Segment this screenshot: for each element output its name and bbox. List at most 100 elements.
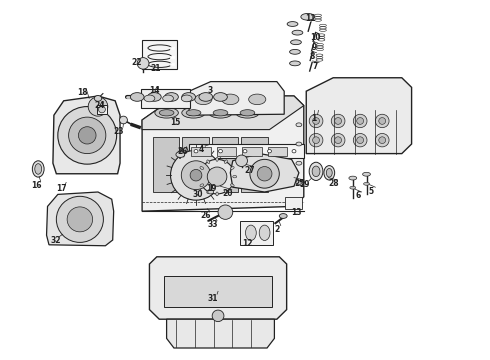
Polygon shape [142, 96, 304, 130]
Circle shape [379, 118, 386, 124]
Circle shape [375, 134, 389, 147]
Text: 26: 26 [200, 211, 211, 220]
Text: 20: 20 [222, 189, 233, 198]
Ellipse shape [221, 94, 239, 105]
Ellipse shape [296, 161, 302, 165]
Ellipse shape [309, 162, 323, 180]
Text: 3: 3 [207, 86, 212, 95]
Polygon shape [230, 154, 299, 192]
Text: 32: 32 [50, 236, 61, 245]
Circle shape [335, 137, 342, 144]
Ellipse shape [197, 175, 201, 178]
Bar [241, 137, 268, 192]
Polygon shape [189, 82, 284, 115]
Ellipse shape [147, 93, 161, 101]
Text: 11: 11 [305, 14, 316, 23]
Bar [285, 197, 302, 209]
Ellipse shape [224, 190, 227, 193]
Ellipse shape [163, 95, 173, 102]
Ellipse shape [214, 93, 227, 101]
Ellipse shape [245, 225, 256, 240]
Bar [191, 147, 211, 156]
Circle shape [137, 58, 149, 69]
Ellipse shape [213, 110, 228, 116]
Ellipse shape [182, 93, 196, 101]
Text: 14: 14 [149, 86, 160, 95]
Circle shape [181, 161, 211, 190]
Circle shape [309, 114, 323, 128]
Ellipse shape [219, 149, 222, 153]
Ellipse shape [312, 166, 320, 177]
Circle shape [218, 205, 233, 219]
Ellipse shape [364, 183, 369, 185]
Ellipse shape [35, 164, 42, 174]
Text: 24: 24 [94, 101, 105, 110]
Polygon shape [47, 192, 114, 246]
Ellipse shape [207, 160, 210, 163]
Circle shape [335, 118, 342, 124]
Circle shape [357, 118, 364, 124]
Ellipse shape [230, 184, 234, 187]
Text: 25: 25 [294, 179, 305, 188]
Circle shape [212, 310, 224, 321]
Text: 15: 15 [170, 118, 180, 127]
Circle shape [313, 137, 319, 144]
Circle shape [331, 134, 345, 147]
Ellipse shape [243, 149, 247, 153]
Bar [240, 221, 273, 245]
Circle shape [236, 155, 247, 167]
Text: 22: 22 [131, 58, 142, 67]
Ellipse shape [94, 95, 102, 101]
Bar [97, 105, 107, 114]
Ellipse shape [194, 149, 198, 153]
Ellipse shape [32, 161, 44, 177]
Text: 19: 19 [206, 184, 217, 193]
Text: 17: 17 [56, 184, 67, 193]
Ellipse shape [259, 225, 270, 240]
Circle shape [379, 137, 386, 144]
Circle shape [331, 114, 345, 128]
Ellipse shape [182, 108, 205, 118]
Circle shape [375, 114, 389, 128]
Text: 27: 27 [245, 166, 255, 175]
Text: 30: 30 [192, 190, 203, 199]
Circle shape [67, 207, 93, 232]
Text: 2: 2 [274, 225, 279, 234]
Text: 1: 1 [311, 114, 316, 123]
Text: 12: 12 [242, 239, 253, 248]
Polygon shape [306, 78, 412, 154]
Ellipse shape [292, 30, 303, 35]
Circle shape [56, 196, 103, 242]
Text: 21: 21 [150, 64, 161, 73]
Ellipse shape [324, 166, 335, 180]
Text: 4: 4 [198, 145, 203, 154]
Polygon shape [53, 96, 120, 174]
Ellipse shape [290, 49, 300, 54]
Ellipse shape [176, 152, 185, 157]
Text: 28: 28 [328, 179, 339, 188]
Polygon shape [149, 257, 287, 319]
Bar [182, 137, 209, 192]
Text: 33: 33 [208, 220, 219, 229]
Circle shape [190, 170, 202, 181]
Ellipse shape [144, 95, 155, 102]
Circle shape [88, 97, 108, 116]
Circle shape [353, 134, 367, 147]
Text: 23: 23 [114, 127, 124, 136]
Ellipse shape [290, 61, 300, 66]
Ellipse shape [207, 190, 210, 193]
Text: 5: 5 [369, 186, 374, 195]
Text: 7: 7 [313, 62, 318, 71]
Circle shape [309, 134, 323, 147]
Circle shape [199, 159, 235, 194]
Circle shape [313, 118, 319, 124]
Text: 6: 6 [355, 192, 360, 200]
Ellipse shape [363, 172, 370, 176]
Ellipse shape [165, 93, 178, 101]
Bar [212, 137, 238, 192]
Bar [153, 137, 179, 192]
Ellipse shape [130, 93, 144, 101]
Circle shape [353, 114, 367, 128]
Circle shape [58, 107, 117, 164]
Circle shape [250, 159, 279, 188]
